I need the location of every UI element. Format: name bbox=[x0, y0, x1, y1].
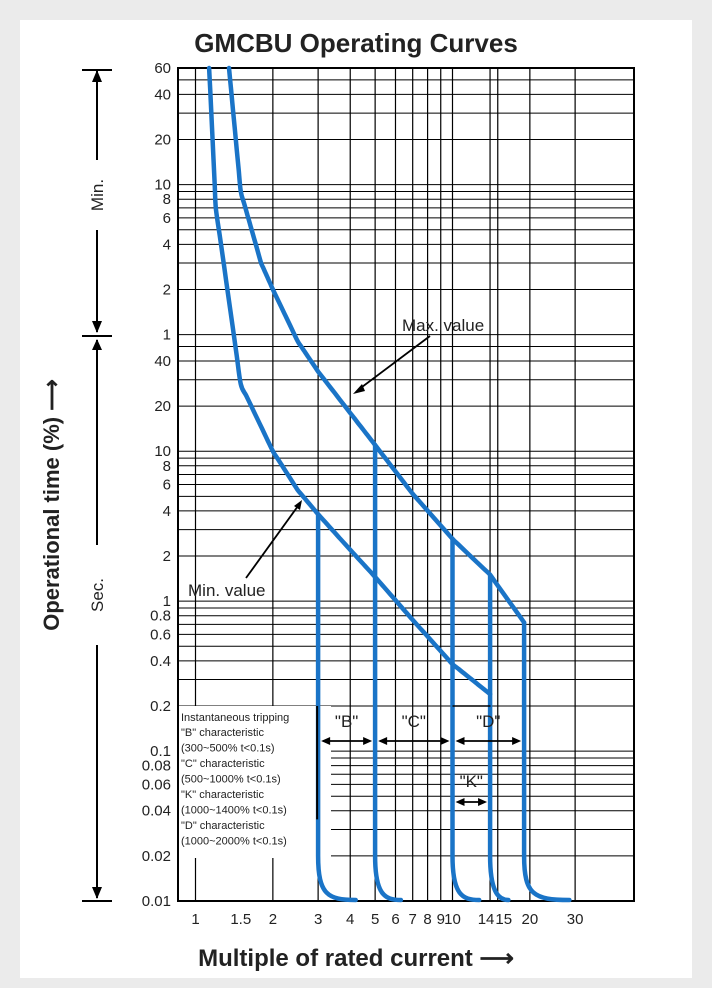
x-tick-label: 6 bbox=[391, 911, 399, 928]
y-tick-label-sec: 8 bbox=[163, 458, 171, 475]
x-tick-label: 8 bbox=[423, 911, 431, 928]
y-tick-label-sec: 4 bbox=[163, 503, 171, 520]
x-tick-label: 14 bbox=[478, 911, 495, 928]
band-label: "D" bbox=[476, 712, 500, 731]
x-tick-label: 5 bbox=[371, 911, 379, 928]
min-value-pointer-head bbox=[294, 500, 302, 510]
y-tick-label-min: 6 bbox=[163, 210, 171, 227]
x-tick-label: 10 bbox=[444, 911, 461, 928]
legend-line: (1000~2000% t<0.1s) bbox=[181, 836, 287, 848]
min-unit-label: Min. bbox=[88, 179, 107, 211]
x-tick-label: 2 bbox=[269, 911, 277, 928]
legend-box bbox=[179, 706, 331, 858]
bracket-arrow-down bbox=[92, 887, 102, 899]
trip-line bbox=[487, 572, 511, 903]
legend-line: "B" characteristic bbox=[181, 727, 264, 739]
trip-line bbox=[521, 620, 572, 903]
x-tick-label: 3 bbox=[314, 911, 322, 928]
max-value-label: Max. value bbox=[402, 316, 484, 335]
y-tick-label-sec: 40 bbox=[154, 353, 171, 370]
max-value-pointer-head bbox=[353, 384, 365, 394]
legend-line: "D" characteristic bbox=[181, 820, 265, 832]
bracket-arrow-up bbox=[92, 70, 102, 82]
legend-line: (500~1000% t<0.1s) bbox=[181, 774, 281, 786]
x-tick-label: 7 bbox=[409, 911, 417, 928]
y-tick-label-min: 20 bbox=[154, 132, 171, 149]
band-label: "K" bbox=[460, 772, 483, 791]
y-tick-label-sec: 0.2 bbox=[150, 698, 171, 715]
y-tick-label-sec: 0.08 bbox=[142, 758, 171, 775]
trip-line bbox=[315, 511, 358, 903]
y-tick-label-min: 60 bbox=[154, 60, 171, 77]
x-tick-label: 30 bbox=[567, 911, 584, 928]
y-tick-label-sec: 0.01 bbox=[142, 893, 171, 910]
band-arrow-head bbox=[440, 737, 450, 745]
chart-title: GMCBU Operating Curves bbox=[194, 28, 518, 58]
legend-line: (1000~1400% t<0.1s) bbox=[181, 805, 287, 817]
legend-line: "C" characteristic bbox=[181, 758, 265, 770]
band-label: "C" bbox=[402, 712, 426, 731]
x-tick-label: 15 bbox=[495, 911, 512, 928]
band-label: "B" bbox=[335, 712, 358, 731]
legend-line: "K" characteristic bbox=[181, 789, 264, 801]
y-tick-label-sec: 0.1 bbox=[150, 743, 171, 760]
trip-line bbox=[372, 442, 404, 903]
x-axis-label: Multiple of rated current ⟶ bbox=[0, 944, 712, 973]
x-axis-arrow: ⟶ bbox=[479, 945, 514, 972]
x-tick-label: 9 bbox=[437, 911, 445, 928]
min-value-label: Min. value bbox=[188, 581, 265, 600]
y-tick-label-sec: 0.02 bbox=[142, 848, 171, 865]
y-tick-label-min: 4 bbox=[163, 236, 171, 253]
x-axis-label-text: Multiple of rated current bbox=[198, 945, 473, 972]
max-value-pointer bbox=[357, 335, 431, 391]
y-tick-label-sec: 0.4 bbox=[150, 653, 171, 670]
y-tick-label-min: 1 bbox=[163, 327, 171, 344]
min-value-pointer bbox=[245, 505, 299, 579]
y-tick-label-min: 2 bbox=[163, 281, 171, 298]
band-arrow-head bbox=[455, 798, 465, 806]
bracket-arrow-down bbox=[92, 321, 102, 333]
y-tick-label-sec: 0.06 bbox=[142, 776, 171, 793]
y-tick-label-sec: 0.6 bbox=[150, 626, 171, 643]
sec-unit-label: Sec. bbox=[88, 578, 107, 612]
max-value-curve bbox=[226, 65, 527, 625]
y-tick-label-sec: 2 bbox=[163, 548, 171, 565]
y-tick-label-sec: 0.8 bbox=[150, 608, 171, 625]
x-tick-label: 1 bbox=[191, 911, 199, 928]
legend-title: Instantaneous tripping bbox=[181, 712, 289, 724]
y-tick-label-sec: 6 bbox=[163, 477, 171, 494]
y-tick-label-min: 40 bbox=[154, 86, 171, 103]
y-tick-label-sec: 10 bbox=[154, 443, 171, 460]
x-tick-label: 4 bbox=[346, 911, 354, 928]
y-tick-label-sec: 20 bbox=[154, 398, 171, 415]
band-arrow-head bbox=[321, 737, 331, 745]
band-arrow-head bbox=[363, 737, 373, 745]
band-arrow-head bbox=[478, 798, 488, 806]
band-arrow-head bbox=[512, 737, 522, 745]
y-tick-label-sec: 0.04 bbox=[142, 803, 171, 820]
band-arrow-head bbox=[455, 737, 465, 745]
legend-line: (300~500% t<0.1s) bbox=[181, 743, 275, 755]
y-tick-label-min: 10 bbox=[154, 177, 171, 194]
trip-line bbox=[450, 536, 482, 903]
band-arrow-head bbox=[378, 737, 388, 745]
y-tick-label-sec: 1 bbox=[163, 593, 171, 610]
x-tick-label: 20 bbox=[522, 911, 539, 928]
y-tick-label-min: 8 bbox=[163, 191, 171, 208]
x-tick-label: 1.5 bbox=[230, 911, 251, 928]
